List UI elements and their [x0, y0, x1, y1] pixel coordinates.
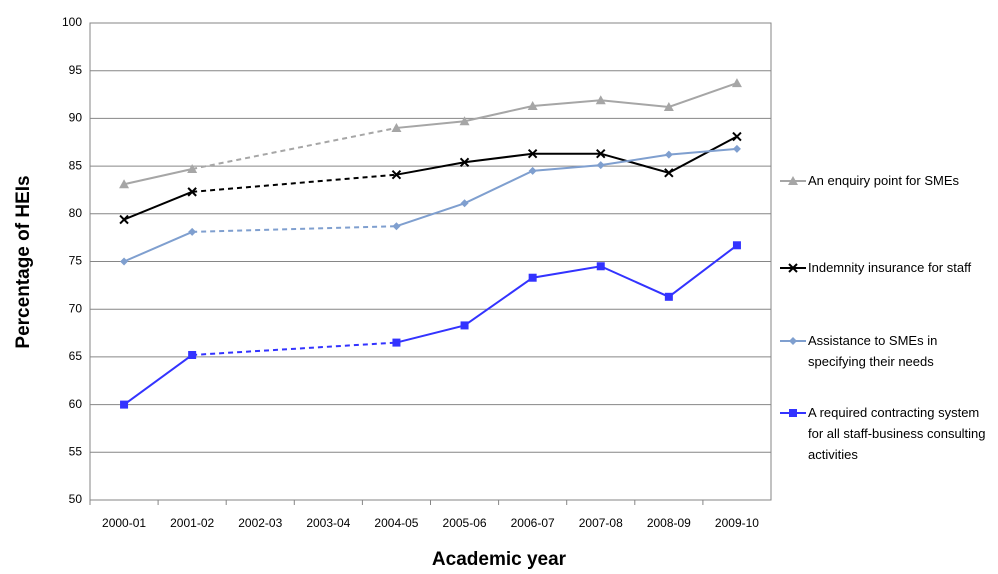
y-tick-label: 90: [69, 111, 83, 125]
marker: [119, 214, 129, 225]
x-tick-label: 2007-08: [579, 516, 623, 530]
gap-bridge: [191, 126, 397, 170]
marker: [664, 168, 674, 178]
x-tick-label: 2009-10: [715, 516, 759, 530]
y-tick-label: 55: [69, 444, 83, 458]
marker: [596, 148, 606, 159]
x-tick-label: 2002-03: [238, 516, 282, 530]
marker: [459, 157, 470, 167]
series-line: [123, 190, 193, 221]
legend-label: A required contracting system for all st…: [808, 405, 986, 462]
y-axis-label: Percentage of HEIs: [13, 175, 34, 348]
y-tick-label: 65: [69, 349, 83, 363]
marker: [120, 400, 129, 409]
legend-label: Assistance to SMEs in specifying their n…: [808, 333, 938, 369]
marker: [789, 337, 797, 345]
marker: [527, 100, 538, 110]
marker: [732, 144, 741, 153]
series-line: [396, 147, 738, 228]
y-tick-label: 95: [69, 63, 83, 77]
marker: [460, 321, 469, 330]
marker: [595, 95, 606, 105]
series-line: [123, 167, 193, 186]
y-tick-label: 50: [69, 492, 83, 506]
gap-bridge: [192, 173, 397, 193]
marker: [788, 263, 798, 273]
marker: [188, 350, 197, 359]
marker: [187, 187, 197, 197]
marker: [460, 199, 469, 208]
marker: [528, 166, 537, 175]
marker: [788, 176, 798, 185]
x-axis-label: Academic year: [432, 549, 567, 570]
y-tick-label: 75: [69, 254, 83, 268]
y-tick-label: 80: [69, 206, 83, 220]
marker: [187, 163, 198, 173]
marker: [664, 292, 673, 301]
x-tick-label: 2003-04: [306, 516, 350, 530]
marker: [789, 409, 797, 417]
marker: [119, 179, 130, 189]
series-line: [123, 231, 193, 263]
x-tick-label: 2001-02: [170, 516, 214, 530]
gap-bridge: [192, 341, 397, 356]
legend-label: Indemnity insurance for staff: [808, 260, 972, 275]
marker: [596, 161, 605, 170]
series-line: [396, 82, 738, 129]
marker: [527, 148, 538, 159]
marker: [732, 131, 742, 142]
y-tick-label: 100: [62, 15, 82, 29]
marker: [120, 257, 129, 266]
marker: [664, 150, 673, 159]
y-tick-label: 70: [69, 301, 83, 315]
marker: [459, 116, 470, 126]
gap-bridge: [192, 225, 397, 233]
marker: [188, 227, 197, 236]
marker: [731, 78, 742, 88]
legend-label: An enquiry point for SMEs: [808, 173, 960, 188]
marker: [391, 122, 402, 132]
series-line: [396, 135, 738, 176]
x-tick-label: 2006-07: [511, 516, 555, 530]
series-line: [396, 244, 738, 344]
y-tick-label: 60: [69, 397, 83, 411]
x-tick-label: 2004-05: [374, 516, 418, 530]
series-line: [123, 354, 193, 406]
x-tick-label: 2005-06: [443, 516, 487, 530]
marker: [732, 241, 741, 250]
marker: [596, 262, 605, 271]
marker: [392, 338, 401, 347]
x-tick-label: 2008-09: [647, 516, 691, 530]
marker: [528, 273, 537, 282]
marker: [663, 101, 674, 111]
x-tick-label: 2000-01: [102, 516, 146, 530]
marker: [392, 222, 401, 231]
y-tick-label: 85: [69, 158, 83, 172]
marker: [391, 169, 402, 180]
